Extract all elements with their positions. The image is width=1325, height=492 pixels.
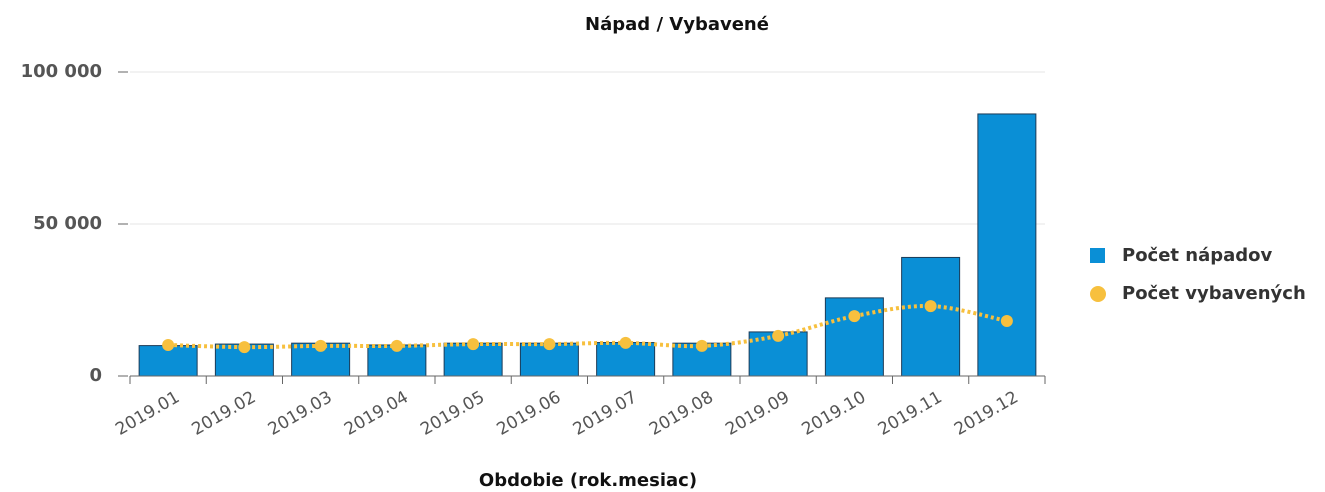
x-tick-label: 2019.12 [951,387,1022,439]
x-tick-label: 2019.10 [798,387,869,439]
point [238,341,251,354]
x-tick-label: 2019.08 [646,387,717,439]
point [467,338,480,351]
x-tick-label: 2019.06 [493,387,564,439]
y-tick-label: 0 [89,365,102,386]
x-tick-label: 2019.03 [265,387,336,439]
point [619,336,632,349]
point [543,338,556,351]
y-tick-label: 100 000 [21,61,102,82]
x-axis-title: Obdobie (rok.mesiac) [479,470,697,491]
point [695,339,708,352]
bar [901,256,961,377]
bar [824,297,884,377]
x-tick-label: 2019.11 [875,387,946,439]
x-tick-label: 2019.07 [570,387,641,439]
legend-symbol [1090,286,1106,302]
point [924,300,937,313]
chart-title: Nápad / Vybavené [585,14,769,35]
point [1000,314,1013,327]
legend-label: Počet vybavených [1122,283,1306,304]
point [314,339,327,352]
y-tick-label: 50 000 [33,213,102,234]
point [390,339,403,352]
point [848,310,861,323]
point [162,338,175,351]
bar [977,113,1037,377]
x-tick-label: 2019.05 [417,387,488,439]
legend-label: Počet nápadov [1122,245,1273,266]
point [772,329,785,342]
line [168,304,1008,350]
x-tick-label: 2019.09 [722,387,793,439]
legend-symbol [1090,248,1105,263]
x-tick-label: 2019.04 [341,387,412,439]
x-tick-label: 2019.02 [188,387,259,439]
x-tick-label: 2019.01 [112,387,183,439]
